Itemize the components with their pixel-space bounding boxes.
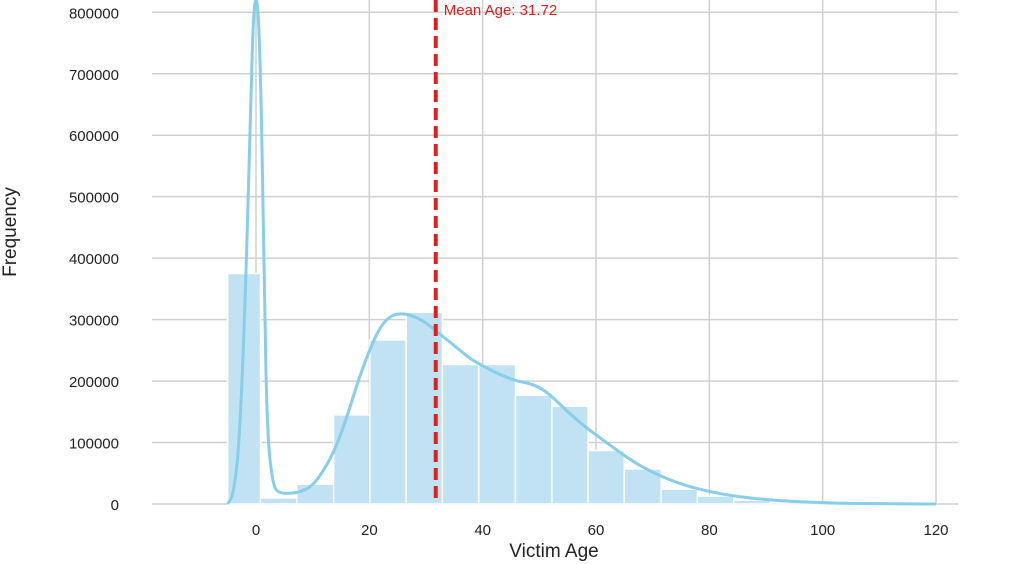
x-tick-label: 120 bbox=[923, 522, 948, 539]
histogram-bars bbox=[226, 272, 917, 505]
grid-lines bbox=[152, 0, 958, 505]
y-tick-label: 600000 bbox=[69, 128, 119, 145]
histogram-bar bbox=[441, 363, 480, 505]
kde-curve bbox=[226, 0, 937, 506]
x-tick-label: 60 bbox=[588, 522, 605, 539]
y-tick-label: 500000 bbox=[69, 190, 119, 207]
histogram-bar bbox=[296, 483, 335, 505]
histogram-bar bbox=[660, 488, 699, 505]
histogram-bar bbox=[587, 449, 626, 505]
y-tick-label: 800000 bbox=[69, 5, 119, 22]
x-tick-labels: 0 20 40 60 80 100 120 bbox=[252, 522, 949, 539]
x-tick-label: 40 bbox=[474, 522, 491, 539]
x-tick-label: 80 bbox=[701, 522, 718, 539]
histogram-bar bbox=[514, 394, 553, 505]
histogram-bar bbox=[259, 497, 298, 505]
x-tick-label: 20 bbox=[361, 522, 378, 539]
histogram-bar bbox=[332, 414, 371, 505]
y-tick-label: 100000 bbox=[69, 436, 119, 453]
histogram-bar bbox=[226, 272, 262, 505]
y-tick-labels: 0 100000 200000 300000 400000 500000 600000 700… bbox=[69, 5, 119, 514]
y-tick-label: 300000 bbox=[69, 313, 119, 330]
mean-age-annotation: Mean Age: 31.72 bbox=[444, 2, 557, 19]
histogram-bar bbox=[477, 363, 517, 505]
histogram-bar bbox=[369, 339, 407, 505]
x-tick-label: 0 bbox=[252, 522, 260, 539]
x-tick-label: 100 bbox=[810, 522, 835, 539]
histogram-bar bbox=[551, 405, 589, 505]
y-tick-label: 0 bbox=[111, 497, 119, 514]
x-axis-label: Victim Age bbox=[509, 541, 598, 562]
histogram-bar bbox=[696, 495, 735, 505]
y-tick-label: 400000 bbox=[69, 251, 119, 268]
y-tick-label: 700000 bbox=[69, 67, 119, 84]
y-tick-label: 200000 bbox=[69, 374, 119, 391]
y-axis-label: Frequency bbox=[0, 187, 21, 277]
